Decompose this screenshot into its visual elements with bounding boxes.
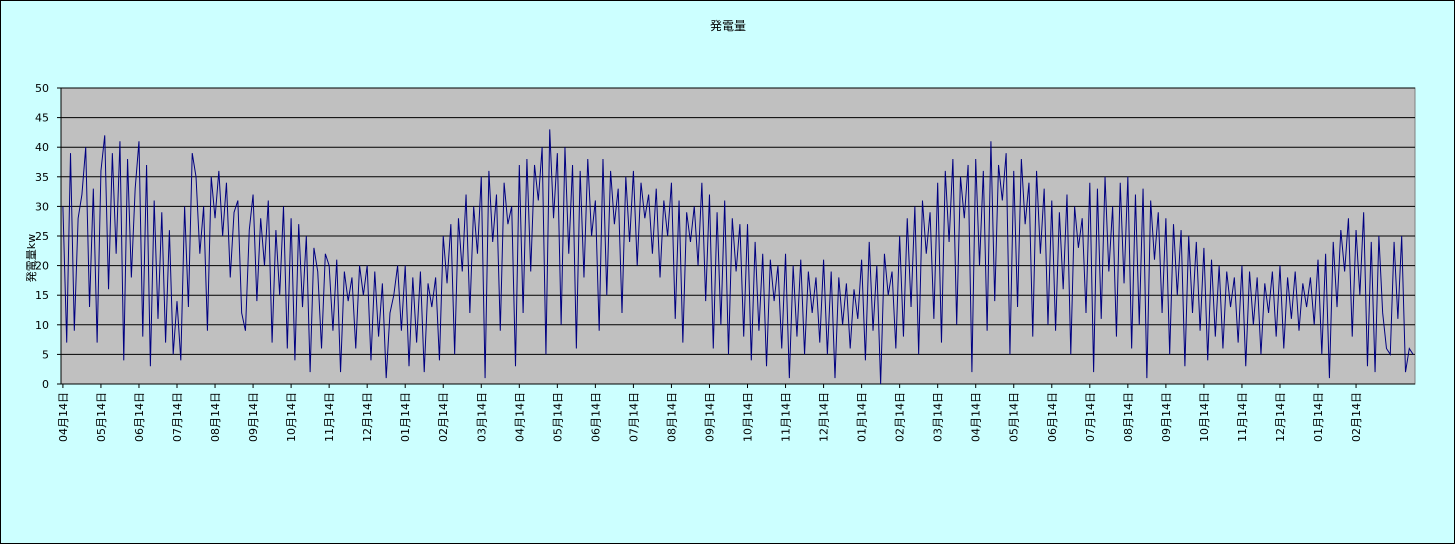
x-tick-label: 02月14日 (437, 392, 450, 442)
x-tick-label: 09月14日 (1160, 392, 1173, 442)
y-tick-label: 30 (35, 200, 49, 213)
x-tick-label: 12月14日 (361, 392, 374, 442)
x-tick-label: 01月14日 (1312, 392, 1325, 442)
chart-title: 発電量 (710, 19, 746, 33)
x-tick-label: 03月14日 (932, 392, 945, 442)
y-tick-label: 25 (35, 230, 49, 243)
x-tick-label: 09月14日 (703, 392, 716, 442)
y-tick-label: 15 (35, 289, 49, 302)
x-tick-label: 10月14日 (285, 392, 298, 442)
x-tick-label: 08月14日 (209, 392, 222, 442)
x-tick-label: 06月14日 (589, 392, 602, 442)
x-tick-label: 06月14日 (133, 392, 146, 442)
x-tick-label: 12月14日 (1274, 392, 1287, 442)
y-tick-label: 20 (35, 260, 49, 273)
y-axis-label: 発電量kw (24, 234, 38, 282)
x-tick-label: 07月14日 (1084, 392, 1097, 442)
x-tick-label: 02月14日 (1350, 392, 1363, 442)
x-tick-label: 11月14日 (780, 392, 793, 442)
x-tick-label: 04月14日 (57, 392, 70, 442)
y-tick-label: 5 (42, 348, 49, 361)
y-tick-label: 40 (35, 141, 49, 154)
x-tick-label: 06月14日 (1046, 392, 1059, 442)
x-tick-label: 02月14日 (894, 392, 907, 442)
y-tick-label: 35 (35, 171, 49, 184)
x-tick-label: 08月14日 (1122, 392, 1135, 442)
x-tick-label: 05月14日 (95, 392, 108, 442)
x-tick-label: 01月14日 (856, 392, 869, 442)
y-tick-label: 50 (35, 82, 49, 95)
x-tick-label: 07月14日 (627, 392, 640, 442)
y-tick-label: 45 (35, 112, 49, 125)
x-tick-label: 07月14日 (171, 392, 184, 442)
y-tick-label: 0 (42, 378, 49, 391)
data-line (62, 129, 1414, 385)
x-tick-label: 10月14日 (742, 392, 755, 442)
x-tick-label: 04月14日 (513, 392, 526, 442)
x-tick-label: 09月14日 (247, 392, 260, 442)
x-tick-label: 01月14日 (399, 392, 412, 442)
x-tick-label: 08月14日 (665, 392, 678, 442)
x-tick-label: 12月14日 (818, 392, 831, 442)
y-tick-label: 10 (35, 319, 49, 332)
x-tick-label: 10月14日 (1198, 392, 1211, 442)
x-tick-label: 05月14日 (551, 392, 564, 442)
x-tick-label: 11月14日 (1236, 392, 1249, 442)
x-tick-label: 03月14日 (475, 392, 488, 442)
x-tick-label: 04月14日 (970, 392, 983, 442)
x-tick-label: 05月14日 (1008, 392, 1021, 442)
x-tick-label: 11月14日 (323, 392, 336, 442)
